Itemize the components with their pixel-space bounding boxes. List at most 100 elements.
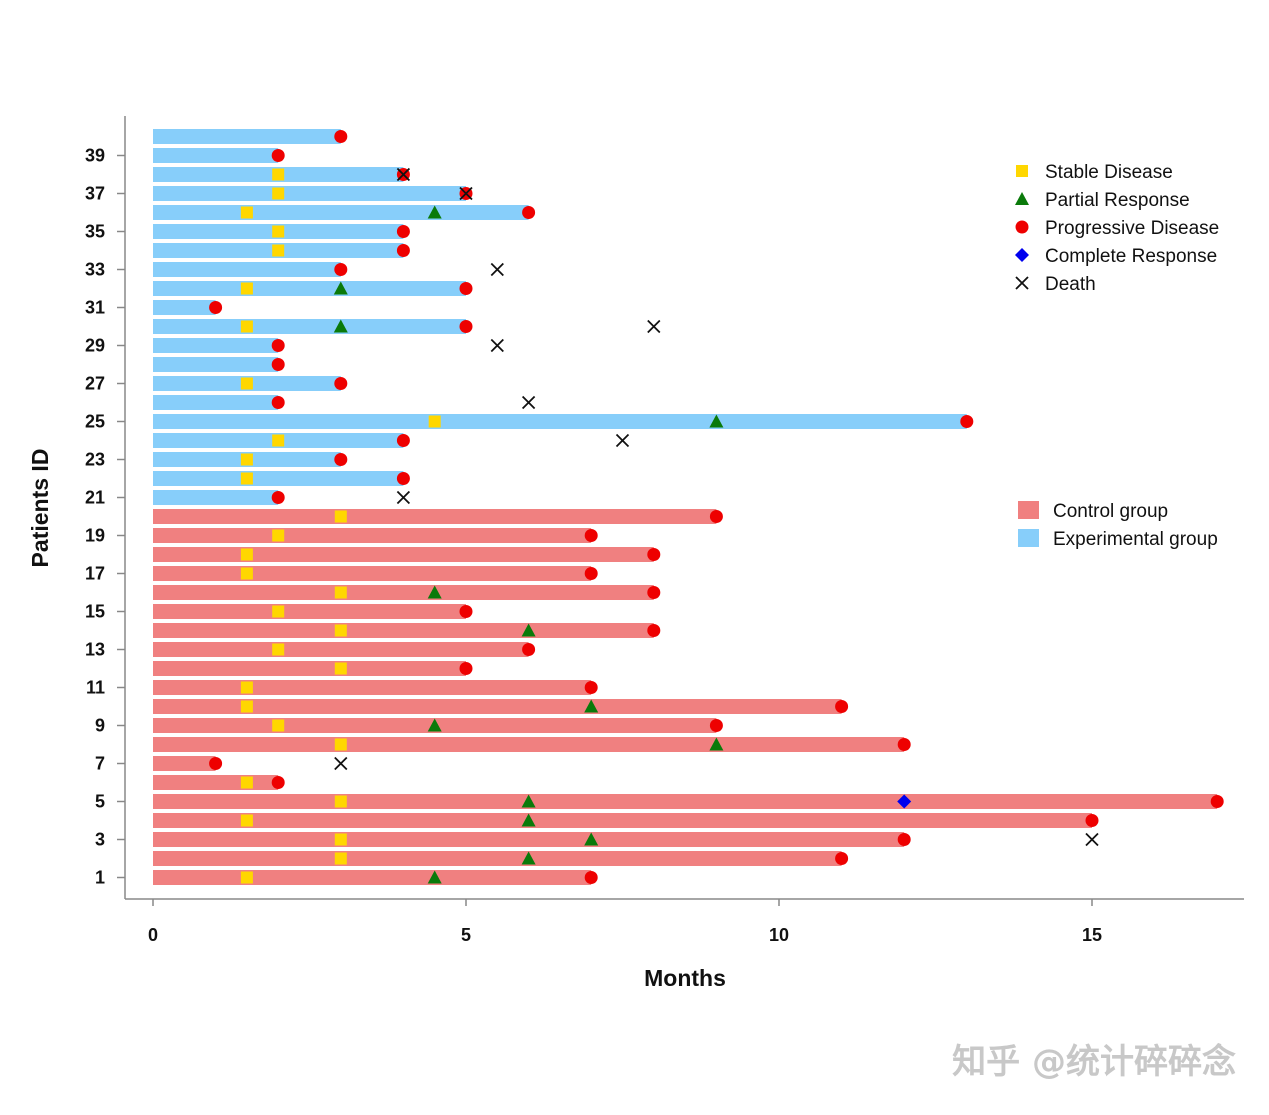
bar-patient-4 — [153, 813, 1092, 828]
marker-pr-patient-8 — [709, 737, 724, 751]
y-tick-label-1: 1 — [95, 868, 105, 888]
bar-patient-8 — [153, 737, 905, 752]
y-tick-label-29: 29 — [85, 336, 105, 356]
bar-patient-10 — [153, 699, 842, 714]
marker-sd-patient-22 — [240, 472, 253, 485]
marker-sd-patient-14 — [334, 624, 347, 637]
legend-groups: Control group Experimental group — [1018, 501, 1218, 550]
watermark-text: 知乎 @统计碎碎念 — [952, 1042, 1236, 1082]
y-tick-label-33: 33 — [85, 260, 105, 280]
marker-pd-patient-3 — [897, 833, 911, 846]
marker-sd-patient-23 — [240, 453, 253, 466]
marker-pd-patient-9 — [709, 719, 723, 732]
marker-sd-patient-25 — [428, 415, 441, 428]
marker-pd-patient-29 — [271, 339, 285, 352]
bar-patient-20 — [153, 509, 717, 524]
marker-sd-patient-15 — [272, 605, 285, 618]
y-tick-label-15: 15 — [85, 602, 105, 622]
marker-pd-patient-2 — [835, 852, 849, 865]
markers-layer — [209, 130, 1224, 884]
marker-sd-patient-27 — [240, 377, 253, 390]
y-tick-label-9: 9 — [95, 716, 105, 736]
marker-death-patient-24 — [615, 433, 630, 448]
marker-pd-patient-21 — [271, 491, 285, 504]
marker-death-patient-21 — [396, 490, 411, 505]
marker-pr-patient-9 — [427, 718, 442, 732]
marker-pd-patient-4 — [1085, 814, 1099, 827]
marker-pd-patient-22 — [396, 472, 410, 485]
marker-sd-patient-34 — [272, 244, 285, 257]
marker-death-patient-26 — [521, 395, 536, 410]
marker-sd-patient-10 — [240, 700, 253, 713]
bar-patient-11 — [153, 680, 592, 695]
marker-sd-patient-16 — [334, 586, 347, 599]
y-tick-label-5: 5 — [95, 792, 105, 812]
marker-sd-patient-9 — [272, 719, 285, 732]
marker-pd-patient-7 — [209, 757, 223, 770]
marker-pd-patient-35 — [396, 225, 410, 238]
y-tick-label-27: 27 — [85, 374, 105, 394]
marker-death-patient-7 — [334, 756, 348, 771]
legend-swatch-group-1 — [1018, 529, 1039, 547]
bar-patient-15 — [153, 604, 466, 619]
marker-pd-patient-36 — [522, 206, 536, 219]
marker-pd-patient-15 — [459, 605, 473, 618]
marker-pd-patient-17 — [584, 567, 598, 580]
bar-patient-1 — [153, 870, 592, 885]
y-tick-label-23: 23 — [85, 450, 105, 470]
marker-pr-patient-10 — [584, 699, 599, 713]
y-tick-label-39: 39 — [85, 146, 105, 166]
y-tick-label-3: 3 — [95, 830, 105, 850]
bar-patient-18 — [153, 547, 654, 562]
legend-swatch-group-0 — [1018, 501, 1039, 519]
bar-patient-7 — [153, 756, 216, 771]
marker-pd-patient-27 — [334, 377, 348, 390]
bar-patient-26 — [153, 395, 279, 410]
marker-sd-patient-35 — [272, 225, 285, 238]
marker-pd-patient-23 — [334, 453, 348, 466]
marker-death-patient-3 — [1085, 832, 1099, 847]
legend-label-pr: Partial Response — [1045, 190, 1190, 211]
marker-pr-patient-4 — [521, 813, 536, 827]
legend-symbol-death — [1015, 276, 1029, 290]
marker-pr-patient-36 — [427, 205, 442, 219]
y-tick-label-35: 35 — [85, 222, 105, 242]
marker-pd-patient-26 — [271, 396, 285, 409]
bar-patient-28 — [153, 357, 279, 372]
marker-pd-patient-1 — [584, 871, 598, 884]
marker-sd-patient-3 — [334, 833, 347, 846]
bar-patient-12 — [153, 661, 466, 676]
marker-pd-patient-18 — [647, 548, 661, 561]
marker-sd-patient-4 — [240, 814, 253, 827]
bar-patient-19 — [153, 528, 592, 543]
marker-sd-patient-37 — [272, 187, 285, 200]
bar-patient-25 — [153, 414, 967, 429]
x-tick-label-0: 0 — [148, 925, 158, 945]
marker-pd-patient-40 — [334, 130, 348, 143]
legend-symbol-cr — [1015, 248, 1029, 262]
marker-pd-patient-11 — [584, 681, 598, 694]
x-tick-label-5: 5 — [461, 925, 471, 945]
bar-patient-13 — [153, 642, 529, 657]
y-tick-label-17: 17 — [85, 564, 105, 584]
marker-pd-patient-16 — [647, 586, 661, 599]
marker-sd-patient-32 — [240, 282, 253, 295]
marker-pd-patient-25 — [960, 415, 974, 428]
y-tick-label-7: 7 — [95, 754, 105, 774]
y-tick-label-21: 21 — [85, 488, 105, 508]
bar-patient-31 — [153, 300, 216, 315]
legend-markers: Stable Disease Partial Response Progressiv… — [1015, 162, 1219, 295]
bar-patient-39 — [153, 148, 279, 163]
marker-death-patient-33 — [490, 262, 504, 277]
bar-patient-16 — [153, 585, 654, 600]
marker-death-patient-38 — [396, 167, 411, 182]
legend-symbol-sd — [1016, 165, 1028, 177]
x-axis-title: Months — [644, 965, 726, 991]
marker-sd-patient-6 — [240, 776, 253, 789]
marker-pr-patient-5 — [521, 794, 536, 808]
marker-pr-patient-2 — [521, 851, 536, 865]
marker-pd-patient-31 — [209, 301, 223, 314]
y-tick-label-31: 31 — [85, 298, 105, 318]
